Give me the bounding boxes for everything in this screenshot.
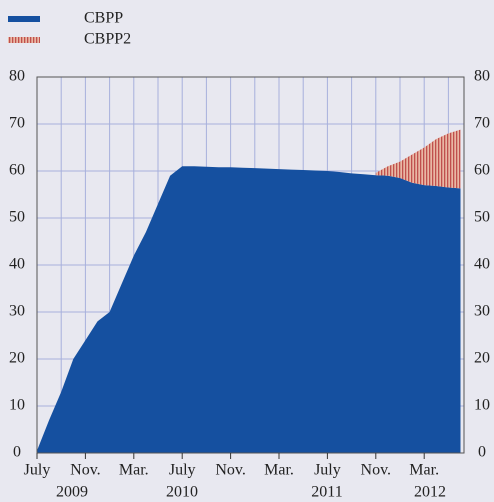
y-tick-label: 80 bbox=[9, 68, 25, 85]
x-year-label: 2012 bbox=[414, 484, 446, 501]
y2-tick-label: 80 bbox=[474, 68, 490, 85]
y-tick-label: 50 bbox=[9, 209, 25, 226]
x-tick-label: July bbox=[314, 462, 341, 479]
legend-swatch bbox=[8, 37, 40, 43]
x-tick-label: Mar. bbox=[409, 462, 439, 479]
y2-tick-label: 30 bbox=[474, 303, 490, 320]
y2-tick-label: 20 bbox=[474, 350, 490, 367]
x-year-label: 2009 bbox=[56, 484, 88, 501]
area bbox=[375, 129, 461, 189]
x-tick-label: Nov. bbox=[215, 462, 246, 479]
x-tick-label: July bbox=[24, 462, 51, 479]
y2-tick-label: 60 bbox=[474, 162, 490, 179]
x-year-label: 2010 bbox=[166, 484, 198, 501]
y-tick-label: 0 bbox=[13, 444, 21, 461]
x-year-label: 2011 bbox=[311, 484, 342, 501]
x-tick-label: July bbox=[169, 462, 196, 479]
y-tick-label: 20 bbox=[9, 350, 25, 367]
legend-swatch bbox=[8, 16, 40, 22]
x-tick-label: Nov. bbox=[70, 462, 101, 479]
y2-tick-label: 50 bbox=[474, 209, 490, 226]
legend-label: CBPP2 bbox=[84, 31, 131, 48]
y-tick-label: 70 bbox=[9, 115, 25, 132]
x-tick-label: Nov. bbox=[361, 462, 392, 479]
plot-frame bbox=[36, 76, 465, 454]
y2-tick-label: 10 bbox=[474, 397, 490, 414]
y-tick-label: 30 bbox=[9, 303, 25, 320]
y-tick-label: 40 bbox=[9, 256, 25, 273]
x-tick-label: Mar. bbox=[264, 462, 294, 479]
x-tick-label: Mar. bbox=[119, 462, 149, 479]
y2-tick-label: 70 bbox=[474, 115, 490, 132]
legend-label: CBPP bbox=[84, 10, 123, 27]
area bbox=[37, 166, 461, 454]
y-tick-label: 10 bbox=[9, 397, 25, 414]
y2-tick-label: 0 bbox=[478, 444, 486, 461]
y-tick-label: 60 bbox=[9, 162, 25, 179]
y2-tick-label: 40 bbox=[474, 256, 490, 273]
